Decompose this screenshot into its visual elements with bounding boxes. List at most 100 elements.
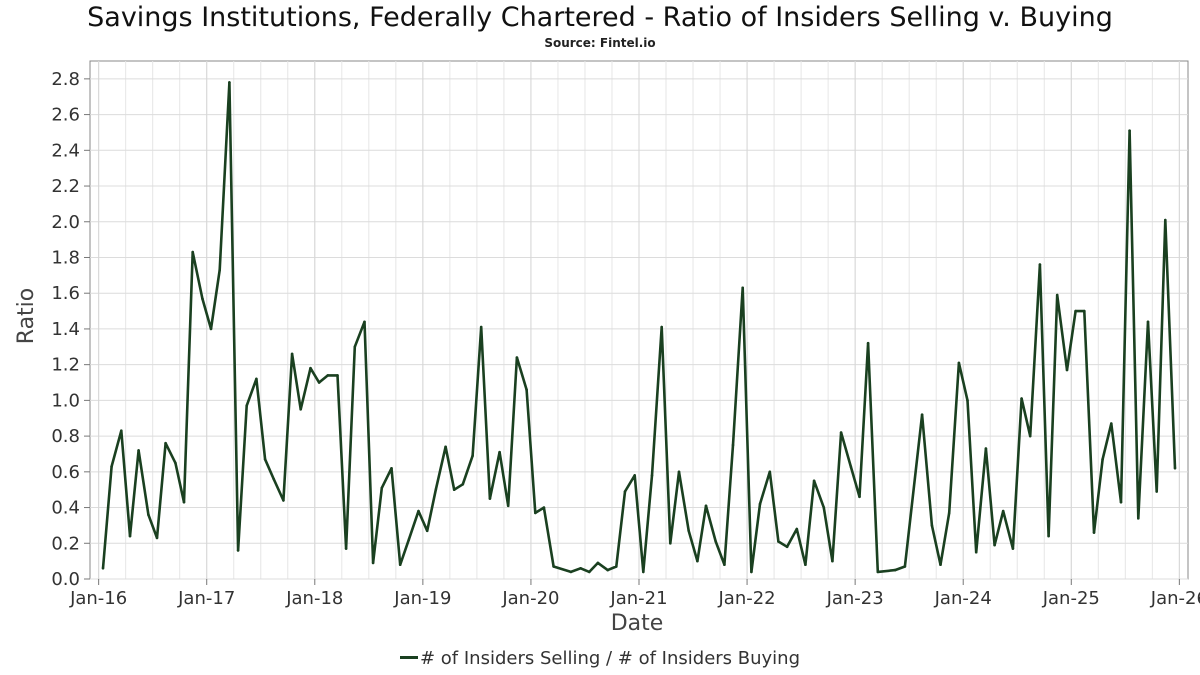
- x-tick-label: Jan-21: [609, 588, 667, 609]
- data-point: [363, 320, 366, 324]
- data-point: [525, 388, 528, 392]
- data-point: [822, 506, 826, 509]
- data-point: [290, 352, 294, 356]
- data-point: [642, 570, 645, 574]
- y-axis-title: Ratio: [14, 288, 39, 344]
- data-point: [1146, 320, 1150, 324]
- data-point: [866, 341, 870, 345]
- data-point: [606, 568, 609, 572]
- data-point: [101, 567, 105, 570]
- data-point: [488, 497, 492, 500]
- data-point: [1119, 500, 1123, 504]
- y-tick-label: 2.4: [51, 140, 80, 161]
- legend[interactable]: # of Insiders Selling / # of Insiders Bu…: [0, 648, 1200, 669]
- data-point: [696, 559, 699, 563]
- data-point: [1110, 422, 1113, 425]
- data-point: [336, 374, 339, 377]
- data-point: [228, 81, 231, 84]
- data-point: [849, 465, 853, 468]
- data-point: [191, 250, 194, 254]
- data-point: [615, 565, 618, 568]
- data-point: [1083, 309, 1086, 313]
- data-point: [534, 511, 537, 515]
- data-point: [128, 534, 132, 538]
- data-point: [479, 325, 483, 329]
- data-point: [209, 327, 213, 331]
- data-point: [407, 538, 411, 541]
- data-point: [1065, 368, 1069, 372]
- y-tick-label: 1.6: [51, 283, 80, 304]
- data-point: [552, 565, 555, 568]
- data-point: [110, 465, 113, 468]
- y-tick-label: 0.2: [51, 533, 80, 554]
- data-point: [515, 356, 519, 359]
- data-point: [993, 543, 996, 547]
- data-point: [777, 540, 780, 543]
- data-point: [1137, 517, 1140, 520]
- y-tick-label: 1.8: [51, 247, 80, 268]
- data-point: [425, 529, 429, 533]
- data-point: [471, 454, 474, 458]
- data-point: [1155, 490, 1158, 493]
- data-point: [669, 542, 672, 545]
- x-tick-label: Jan-19: [393, 588, 451, 609]
- data-point: [164, 441, 167, 445]
- data-point: [804, 563, 807, 566]
- data-point: [623, 490, 627, 493]
- y-tick-label: 2.6: [51, 105, 80, 126]
- data-point: [741, 286, 744, 290]
- data-point: [498, 450, 501, 454]
- data-point: [1092, 531, 1096, 534]
- data-point: [812, 479, 816, 483]
- data-point: [120, 429, 123, 433]
- y-tick-label: 0.4: [51, 498, 80, 519]
- data-point: [1055, 293, 1059, 297]
- x-tick-label: Jan-20: [501, 588, 559, 609]
- data-point: [758, 502, 762, 506]
- x-tick-label: Jan-22: [717, 588, 775, 609]
- data-point: [984, 447, 988, 450]
- data-point: [218, 268, 221, 272]
- data-point: [1074, 309, 1077, 313]
- series-layer: [101, 81, 1177, 574]
- legend-label: # of Insiders Selling / # of Insiders Bu…: [419, 648, 801, 669]
- data-point: [957, 361, 961, 365]
- data-point: [444, 445, 447, 449]
- data-point: [398, 563, 402, 566]
- data-point: [876, 570, 880, 574]
- y-tick-label: 1.2: [51, 355, 80, 376]
- data-point: [353, 345, 357, 349]
- data-point: [371, 561, 375, 565]
- data-point: [326, 374, 330, 377]
- x-tick-label: Jan-17: [177, 588, 235, 609]
- data-point: [920, 413, 924, 417]
- y-tick-label: 0.8: [51, 426, 80, 447]
- data-point: [1128, 129, 1131, 132]
- data-point: [417, 509, 420, 513]
- data-point: [677, 470, 681, 474]
- data-point: [588, 570, 591, 574]
- data-point: [947, 511, 951, 515]
- data-point: [1173, 467, 1177, 470]
- x-axis-title: Date: [611, 611, 664, 636]
- data-point: [380, 486, 384, 490]
- data-point: [893, 568, 897, 572]
- data-point: [201, 297, 204, 300]
- data-point: [750, 570, 753, 574]
- data-point: [182, 500, 186, 504]
- x-tick-label: Jan-18: [285, 588, 343, 609]
- data-point: [569, 570, 573, 574]
- y-tick-label: 0.0: [51, 569, 80, 590]
- y-tick-label: 1.0: [51, 390, 80, 411]
- data-point: [390, 467, 393, 470]
- data-point: [299, 408, 303, 411]
- data-point: [1020, 397, 1023, 400]
- data-point: [768, 470, 772, 474]
- data-point: [272, 477, 276, 481]
- data-point: [344, 547, 348, 550]
- data-point: [282, 499, 285, 502]
- data-point: [966, 399, 969, 402]
- data-point: [633, 474, 636, 477]
- data-point: [839, 431, 843, 434]
- chart-subtitle: Source: Fintel.io: [544, 36, 656, 50]
